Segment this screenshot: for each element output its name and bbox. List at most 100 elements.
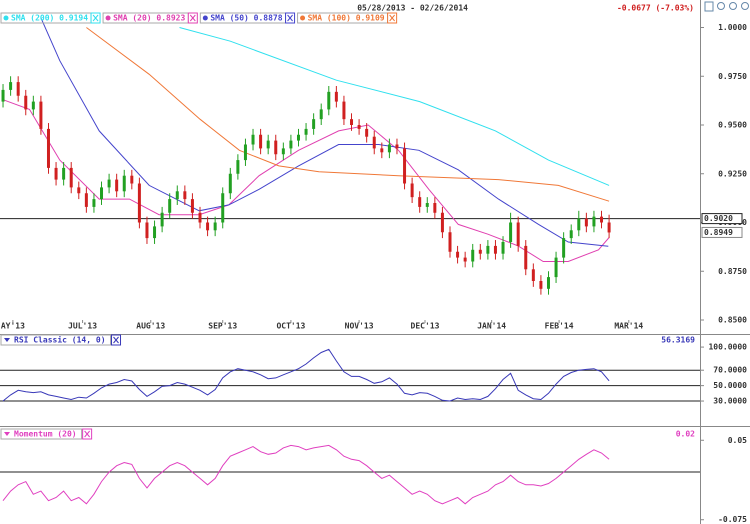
y-tick-label: 70.0000	[713, 366, 747, 375]
candle-body	[501, 242, 505, 254]
candle-body	[448, 232, 452, 252]
candle-body	[471, 249, 475, 262]
x-tick-label: NOV'13	[345, 322, 374, 331]
candle-body	[16, 82, 20, 96]
legend-close-x	[189, 14, 196, 22]
legend-swatch	[300, 15, 306, 21]
candle-body	[410, 183, 414, 198]
candle-body	[418, 197, 422, 207]
candle-body	[546, 277, 550, 289]
candle-body	[486, 245, 490, 254]
sma-line	[179, 27, 610, 186]
price-line-label: 0.9020	[704, 214, 733, 223]
x-tick-label: DEC'13	[411, 322, 440, 331]
y-tick-label: 0.9500	[718, 121, 747, 130]
candle-body	[168, 199, 172, 213]
legend-item: SMA (100) 0.9109	[297, 12, 398, 24]
legend-swatch	[202, 15, 208, 21]
candle-body	[509, 222, 513, 242]
candle-body	[319, 109, 323, 120]
candle-body	[584, 218, 588, 227]
candle-body	[539, 281, 543, 289]
collapse-icon	[4, 338, 10, 342]
candle-body	[577, 218, 581, 231]
indicator-line	[2, 444, 610, 505]
zoom-reset-icon[interactable]	[741, 2, 749, 10]
close-icon-x	[84, 430, 91, 438]
candle-body	[9, 82, 13, 90]
candle-body	[296, 134, 300, 141]
candle-body	[175, 191, 179, 200]
candle-body	[198, 212, 202, 223]
legend-swatch	[3, 15, 9, 21]
candle-body	[31, 101, 35, 110]
x-tick-label: SEP'13	[208, 322, 237, 331]
zoom-out-icon[interactable]	[729, 2, 737, 10]
y-tick-label: 100.0000	[708, 343, 747, 352]
y-tick-label: 0.05	[728, 436, 747, 445]
candle-body	[304, 128, 308, 135]
toolbar	[704, 1, 749, 12]
panel-value: 56.3169	[661, 336, 695, 345]
y-tick-label: -0.075	[718, 515, 747, 524]
candle-body	[251, 134, 255, 145]
y-tick-label: 30.0000	[713, 397, 747, 406]
last-price-label: 0.8949	[704, 228, 733, 237]
candle-body	[62, 167, 66, 180]
x-tick-label: AY'13	[1, 322, 25, 331]
y-tick-label: 1.0000	[718, 23, 747, 32]
panel-title: RSI Classic (14, 0)	[14, 335, 106, 345]
y-tick-label: 50.0000	[713, 381, 747, 390]
panel-title-box	[0, 428, 83, 440]
candle-body	[228, 173, 232, 194]
candle-body	[531, 269, 535, 281]
candle-body	[39, 101, 43, 129]
candle-body	[107, 179, 111, 188]
x-tick-label: MAR'14	[614, 322, 643, 331]
indicator-line	[2, 348, 610, 402]
x-tick-label: JUL'13	[68, 322, 97, 331]
candle-body	[403, 148, 407, 184]
candle-body	[183, 191, 187, 200]
x-tick-label: JAN'14	[477, 322, 506, 331]
candle-body	[213, 222, 217, 231]
candle-body	[206, 222, 210, 231]
panel-value: 0.02	[676, 430, 695, 439]
candle-body	[562, 238, 566, 258]
candle-body	[100, 187, 104, 200]
legend-item: SMA (200) 0.9194	[0, 12, 101, 24]
candle-body	[387, 144, 391, 153]
candle-body	[312, 119, 316, 129]
candle-body	[607, 222, 611, 233]
legend-item: SMA (20) 0.8923	[102, 12, 198, 24]
legend-close-x	[287, 14, 293, 22]
close-icon-x	[113, 336, 119, 344]
candle-body	[380, 148, 384, 153]
sma-line	[40, 17, 609, 247]
candle-body	[69, 167, 73, 188]
zoom-in-icon[interactable]	[717, 2, 725, 10]
sma-line	[2, 99, 610, 262]
candle-body	[395, 144, 399, 149]
candle-body	[425, 203, 429, 207]
price-change: -0.0677 (-7.03%)	[617, 4, 694, 13]
x-tick-label: FEB'14	[545, 322, 574, 331]
date-range: 05/28/2013 - 02/26/2014	[357, 4, 468, 13]
candle-body	[84, 193, 88, 207]
candle-body	[160, 212, 164, 227]
candle-body	[456, 251, 460, 258]
y-tick-label: 0.8500	[718, 316, 747, 325]
candle-body	[440, 212, 444, 233]
candle-body	[569, 230, 573, 239]
home-icon[interactable]	[704, 1, 714, 12]
legend-close-x	[92, 14, 99, 22]
candle-body	[1, 89, 5, 102]
legend-label: SMA (100) 0.9109	[308, 14, 385, 23]
panel-title-box	[0, 334, 112, 346]
panel-header: Momentum (20)	[0, 428, 93, 440]
sma-line	[86, 27, 610, 202]
y-tick-label: 0.9250	[718, 169, 747, 178]
x-tick-label: OCT'13	[276, 322, 305, 331]
